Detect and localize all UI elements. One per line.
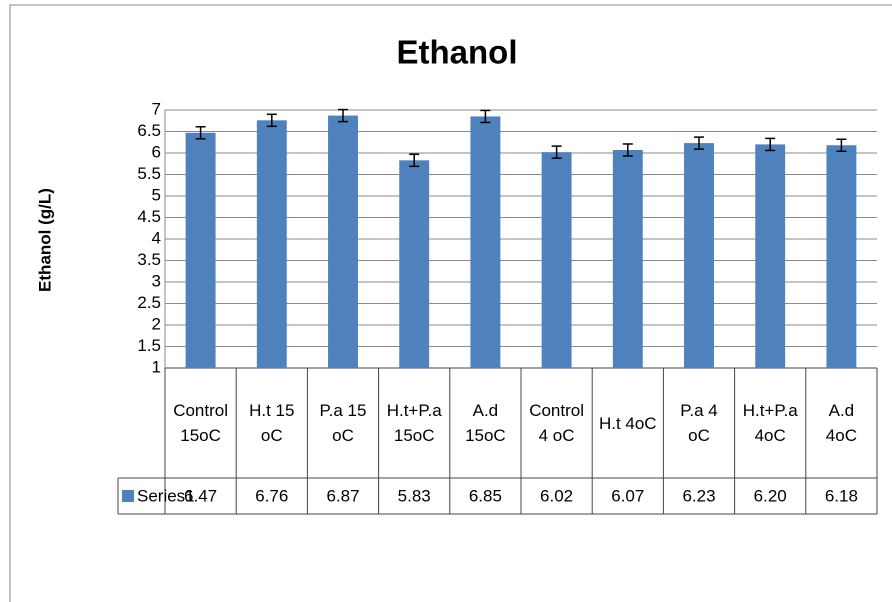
y-tick-label: 1.5 [137,336,161,355]
x-tick-label: H.t+P.a 15oC [386,401,442,445]
bar [541,152,572,368]
table-value: 6.07 [611,486,644,505]
bar [684,143,714,368]
x-tick-label: A.d 15oC [465,401,506,445]
y-tick-label: 6 [152,142,161,161]
bar [612,149,643,368]
bar [185,132,216,368]
chart-title: Ethanol [397,34,518,71]
table-value: 6.85 [469,486,502,505]
table-value: 5.83 [398,486,431,505]
x-tick-label: P.a 4 oC [680,401,718,445]
y-tick-label: 4.5 [137,207,161,226]
legend-key [122,490,134,502]
bar [328,115,358,368]
y-tick-label: 5 [152,185,161,204]
bar [256,120,287,368]
table-value: 6.47 [184,486,217,505]
y-tick-label: 1 [152,357,161,376]
y-tick-label: 6.5 [137,121,161,140]
x-tick-label: Control 15oC [173,401,228,445]
table-value: 6.87 [326,486,359,505]
bar [470,116,501,368]
bar [826,145,857,368]
table-value: 6.23 [682,486,715,505]
bar [399,160,430,368]
bar [755,144,786,368]
x-tick-label: Control 4 oC [529,401,584,445]
x-tick-label: A.d 4oC [825,401,857,445]
y-tick-label: 4 [152,228,161,247]
legend-label: Series1 [137,486,195,505]
table-value: 6.02 [540,486,573,505]
y-tick-label: 5.5 [137,164,161,183]
y-tick-label: 7 [152,99,161,118]
x-tick-label: P.a 15 oC [319,401,367,445]
y-tick-label: 3 [152,271,161,290]
x-tick-label: H.t 4oC [598,413,657,433]
chart-border [9,4,892,602]
y-tick-label: 2.5 [137,293,161,312]
table-value: 6.20 [754,486,787,505]
x-tick-label: H.t+P.a 4oC [742,401,798,445]
table-value: 6.76 [255,486,288,505]
x-tick-label: H.t 15 oC [249,401,295,445]
table-value: 6.18 [825,486,858,505]
y-tick-label: 3.5 [137,250,161,269]
y-tick-label: 2 [152,314,161,333]
y-axis-label: Ethanol (g/L) [35,188,54,292]
